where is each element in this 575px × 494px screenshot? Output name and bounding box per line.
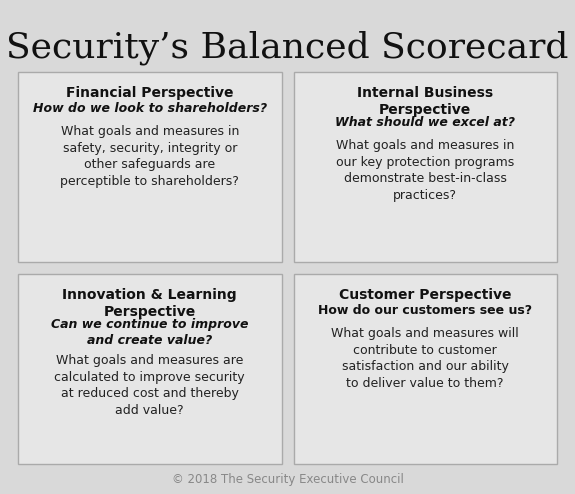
Text: How do our customers see us?: How do our customers see us? (318, 304, 532, 317)
FancyBboxPatch shape (18, 72, 282, 262)
Text: What goals and measures are
calculated to improve security
at reduced cost and t: What goals and measures are calculated t… (55, 354, 245, 416)
Text: What goals and measures will
contribute to customer
satisfaction and our ability: What goals and measures will contribute … (331, 327, 519, 389)
Text: Financial Perspective: Financial Perspective (66, 86, 233, 100)
Text: Internal Business
Perspective: Internal Business Perspective (357, 86, 493, 117)
Text: © 2018 The Security Executive Council: © 2018 The Security Executive Council (171, 472, 404, 486)
Text: What goals and measures in
safety, security, integrity or
other safeguards are
p: What goals and measures in safety, secur… (60, 125, 239, 188)
FancyBboxPatch shape (293, 72, 557, 262)
Text: Can we continue to improve
and create value?: Can we continue to improve and create va… (51, 318, 248, 347)
Text: Security’s Balanced Scorecard: Security’s Balanced Scorecard (6, 31, 569, 65)
Text: Innovation & Learning
Perspective: Innovation & Learning Perspective (63, 288, 237, 319)
Text: How do we look to shareholders?: How do we look to shareholders? (33, 102, 267, 115)
Text: What should we excel at?: What should we excel at? (335, 116, 515, 129)
Text: What goals and measures in
our key protection programs
demonstrate best-in-class: What goals and measures in our key prote… (336, 139, 515, 202)
Text: Customer Perspective: Customer Perspective (339, 288, 512, 302)
FancyBboxPatch shape (293, 274, 557, 464)
FancyBboxPatch shape (18, 274, 282, 464)
